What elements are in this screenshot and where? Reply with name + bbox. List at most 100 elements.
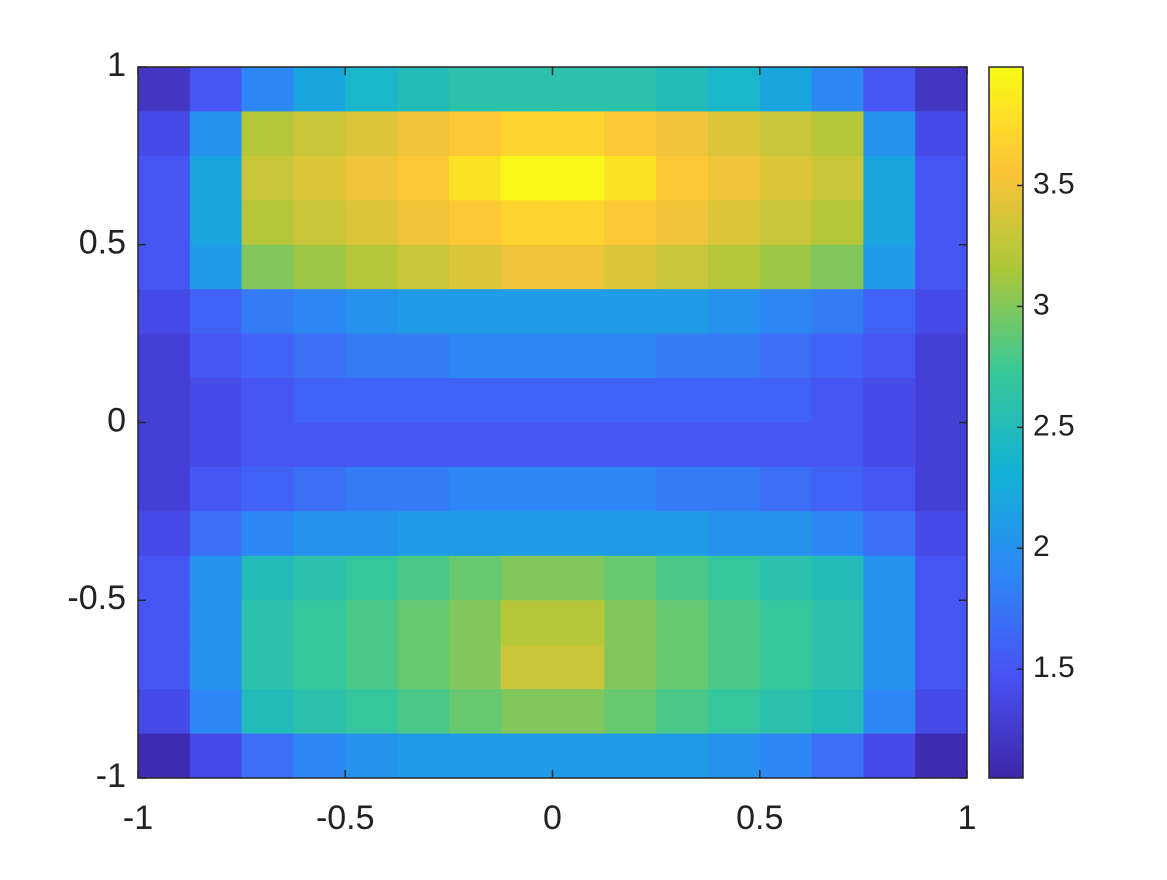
heatmap-cell (552, 244, 605, 290)
heatmap-cell (293, 333, 346, 379)
heatmap-cell (811, 244, 864, 290)
heatmap-cell (707, 422, 761, 468)
heatmap-cell (241, 511, 294, 557)
heatmap-cell (604, 466, 657, 512)
heatmap-cell (604, 111, 657, 157)
heatmap-cell (345, 289, 398, 335)
heatmap-cell (811, 378, 864, 423)
heatmap-cell (138, 555, 191, 601)
heatmap-cell (759, 200, 813, 246)
heatmap-cell (863, 733, 916, 779)
heatmap-cell (604, 555, 657, 601)
heatmap-cell (863, 378, 916, 423)
heatmap-cell (707, 289, 761, 335)
colorbar (988, 66, 1024, 779)
heatmap-cell (500, 689, 553, 735)
heatmap-cell (189, 689, 243, 735)
heatmap-cell (707, 67, 761, 112)
heatmap-cell (863, 155, 916, 201)
heatmap (138, 67, 968, 779)
heatmap-cell (138, 600, 191, 646)
heatmap-cell (759, 111, 813, 157)
heatmap-cell (707, 555, 761, 601)
heatmap-cell (397, 466, 450, 512)
heatmap-cell (604, 689, 657, 735)
heatmap-cell (500, 644, 553, 690)
heatmap-cell (759, 289, 813, 335)
colorbar-tick-label: 3.5 (1033, 167, 1075, 200)
heatmap-cell (448, 689, 502, 735)
heatmap-cell (863, 689, 916, 735)
heatmap-cell (189, 644, 243, 690)
heatmap-cell (915, 333, 968, 379)
heatmap-cell (915, 289, 968, 335)
heatmap-cell (656, 67, 709, 112)
heatmap-cell (138, 378, 191, 423)
heatmap-cell (448, 200, 502, 246)
heatmap-cell (811, 289, 864, 335)
heatmap-cell (811, 644, 864, 690)
heatmap-cell (500, 511, 553, 557)
y-tick-label: 0.5 (79, 224, 126, 262)
heatmap-cell (138, 289, 191, 335)
heatmap-cell (604, 333, 657, 379)
heatmap-cell (915, 67, 968, 112)
heatmap-cell (604, 422, 657, 468)
heatmap-cell (707, 155, 761, 201)
heatmap-cell (397, 111, 450, 157)
heatmap-cell (552, 555, 605, 601)
heatmap-cell (293, 155, 346, 201)
heatmap-cell (707, 644, 761, 690)
heatmap-cell (448, 555, 502, 601)
heatmap-cell (552, 511, 605, 557)
heatmap-cell (552, 600, 605, 646)
y-tick-label: -1 (96, 757, 126, 795)
heatmap-cell (138, 111, 191, 157)
heatmap-cell (863, 111, 916, 157)
heatmap-cell (759, 511, 813, 557)
heatmap-cell (656, 644, 709, 690)
heatmap-cell (293, 733, 346, 779)
heatmap-cell (500, 333, 553, 379)
heatmap-cell (241, 689, 294, 735)
heatmap-cell (345, 378, 398, 423)
heatmap-cell (293, 111, 346, 157)
heatmap-cell (759, 689, 813, 735)
heatmap-cell (448, 244, 502, 290)
heatmap-cell (759, 155, 813, 201)
heatmap-cell (189, 200, 243, 246)
heatmap-cell (552, 155, 605, 201)
heatmap-cell (448, 67, 502, 112)
heatmap-cell (759, 378, 813, 423)
heatmap-cell (397, 289, 450, 335)
heatmap-cell (863, 289, 916, 335)
heatmap-cell (448, 733, 502, 779)
heatmap-cell (915, 466, 968, 512)
heatmap-cell (915, 511, 968, 557)
heatmap-cell (241, 333, 294, 379)
heatmap-cell (293, 244, 346, 290)
heatmap-cell (759, 422, 813, 468)
heatmap-cell (138, 67, 191, 112)
colorbar-tick-label: 3 (1033, 288, 1050, 321)
heatmap-cell (811, 689, 864, 735)
heatmap-cell (500, 289, 553, 335)
heatmap-cell (915, 244, 968, 290)
heatmap-cell (448, 155, 502, 201)
heatmap-cell (604, 200, 657, 246)
heatmap-cell (500, 155, 553, 201)
heatmap-cell (241, 289, 294, 335)
heatmap-cell (656, 289, 709, 335)
heatmap-cell (448, 378, 502, 423)
heatmap-cell (915, 111, 968, 157)
heatmap-cell (189, 67, 243, 112)
heatmap-cell (345, 555, 398, 601)
heatmap-cell (552, 689, 605, 735)
heatmap-cell (345, 333, 398, 379)
heatmap-cell (345, 244, 398, 290)
heatmap-cell (138, 511, 191, 557)
heatmap-cell (189, 422, 243, 468)
heatmap-cell (656, 511, 709, 557)
heatmap-cell (138, 644, 191, 690)
